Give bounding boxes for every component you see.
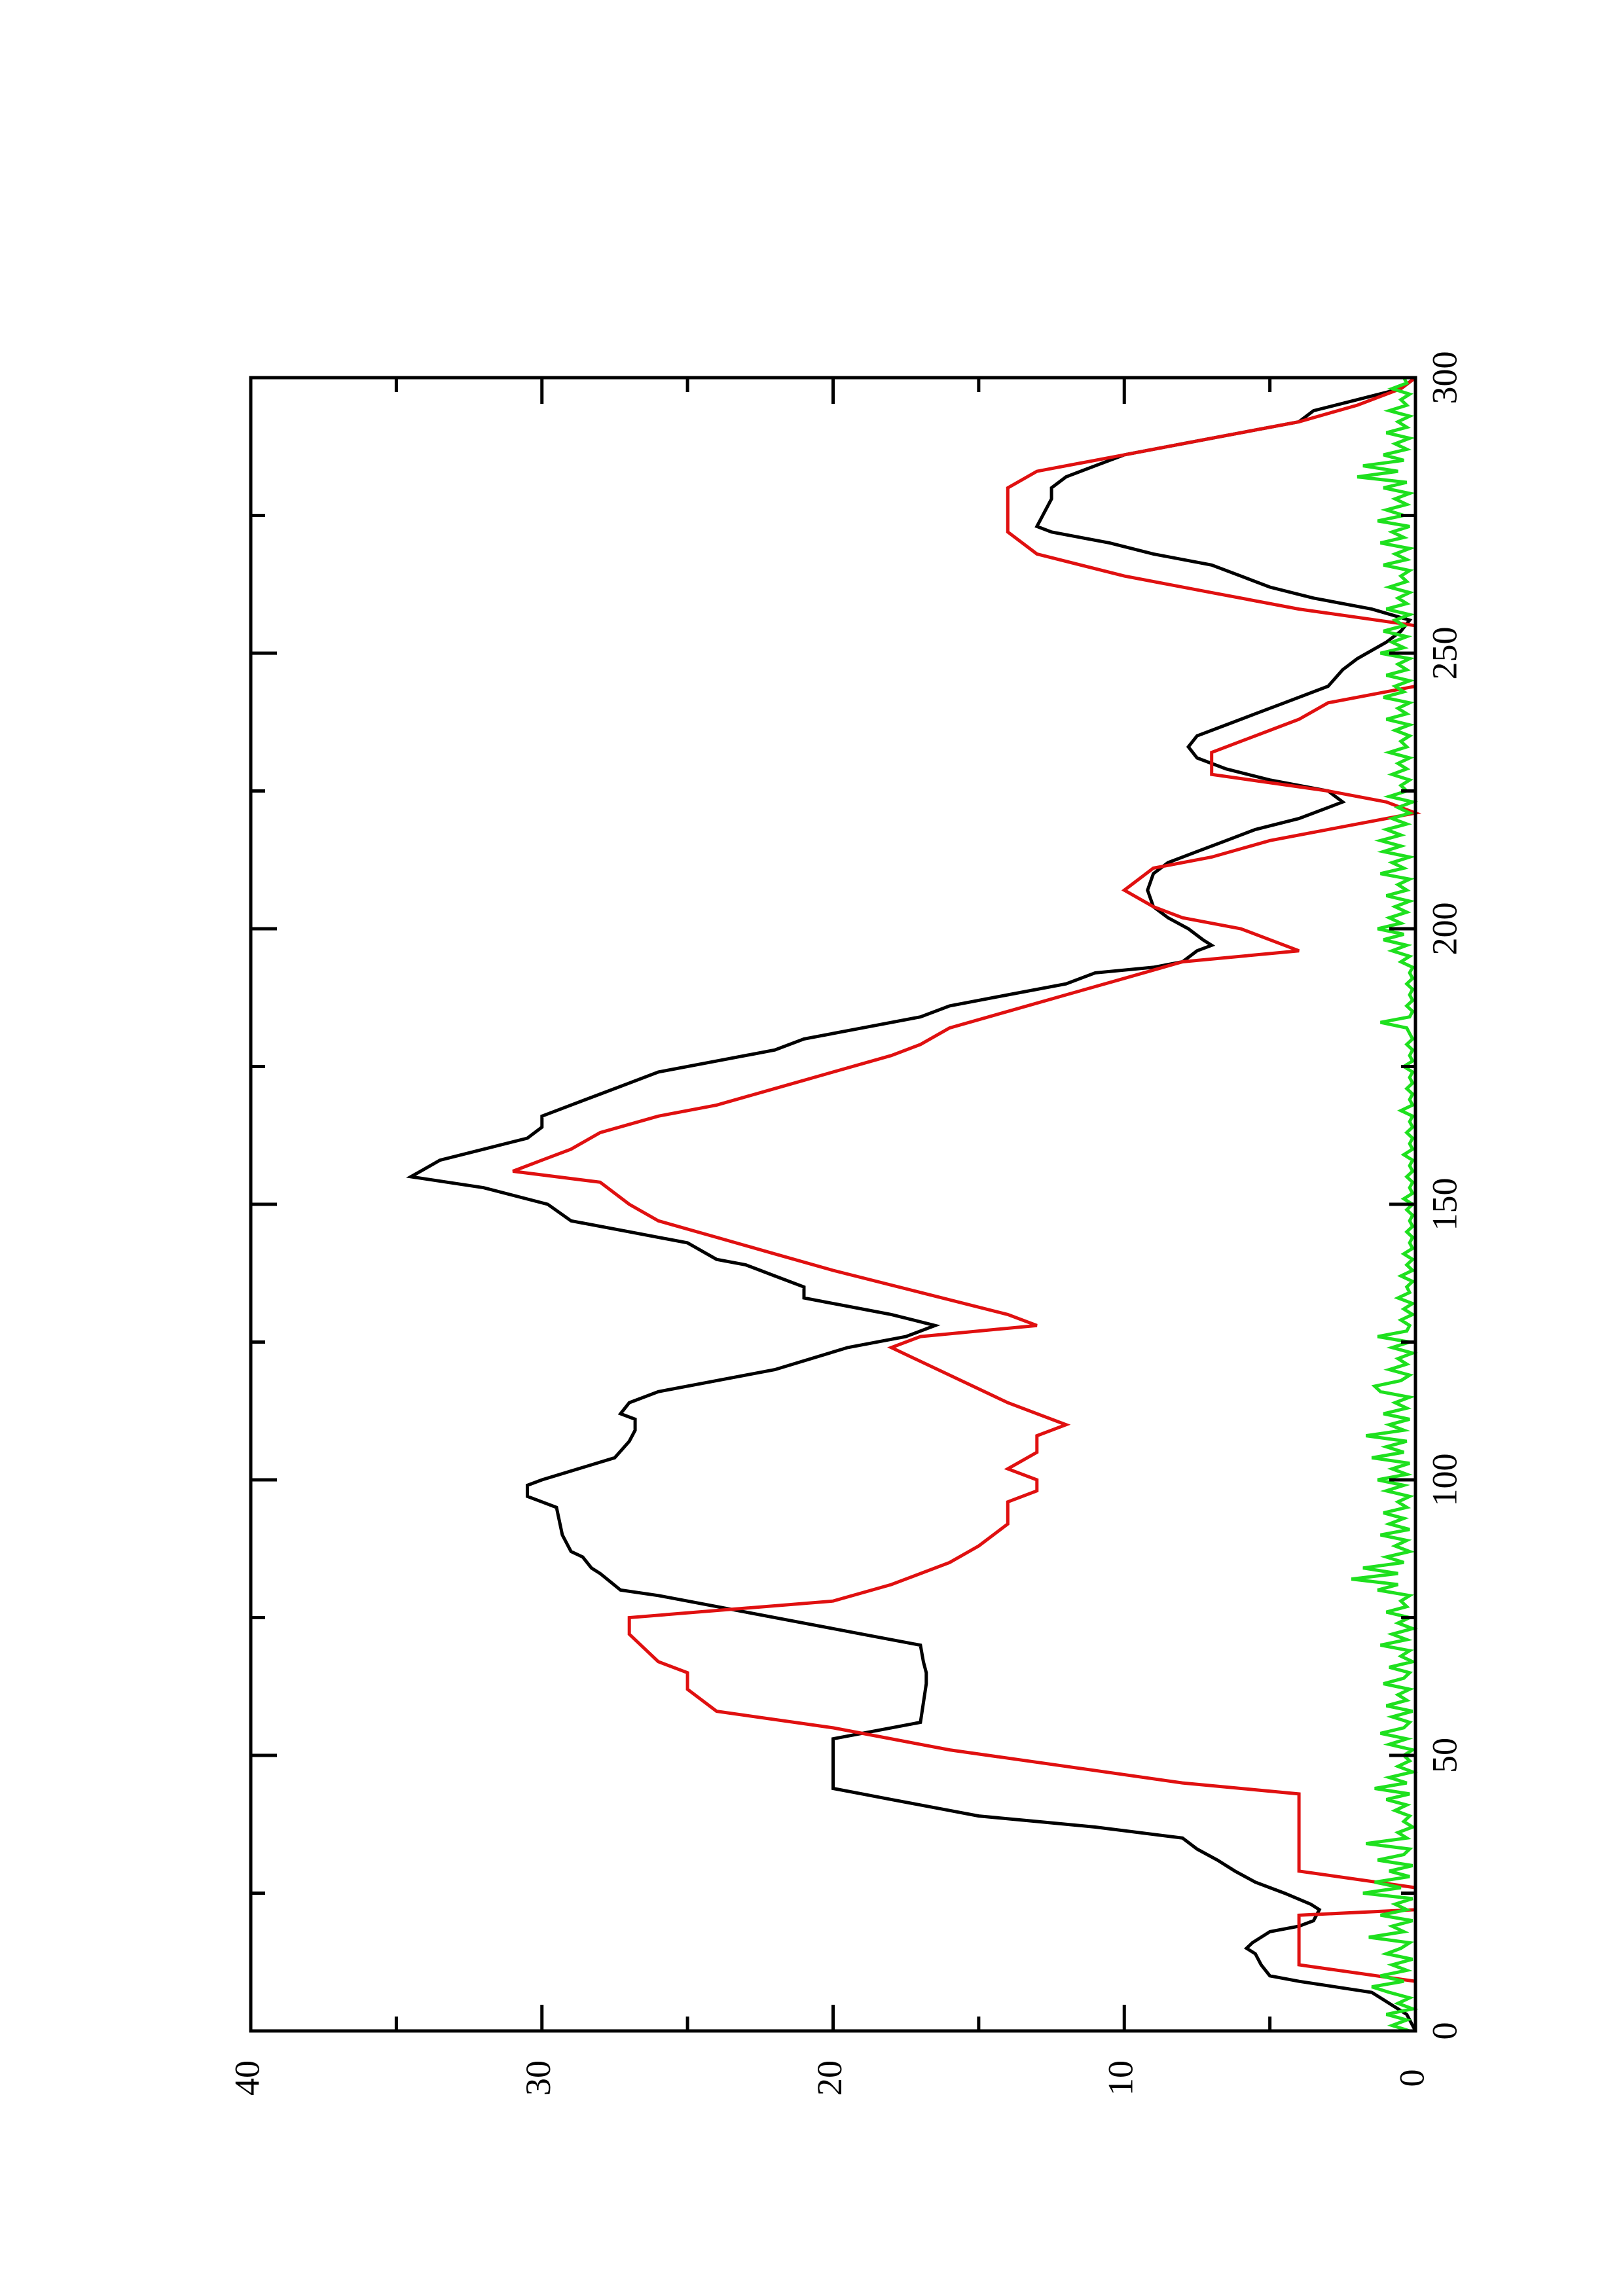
y-tick-label: 20 bbox=[810, 2060, 849, 2096]
y-tick-label: 40 bbox=[227, 2060, 266, 2096]
tick-layer bbox=[249, 376, 1417, 2033]
x-tick-label: 250 bbox=[1425, 627, 1464, 680]
x-tick-label: 100 bbox=[1425, 1454, 1464, 1507]
label-layer: 0 50 100 150 200 250 300 0 10 20 30 40 bbox=[227, 351, 1464, 2096]
series-line-2 bbox=[512, 376, 1422, 2031]
x-tick-label: 0 bbox=[1425, 2022, 1464, 2040]
x-tick-label: 50 bbox=[1425, 1738, 1464, 1773]
y-tick-label: 10 bbox=[1101, 2060, 1140, 2096]
y-tick-label: 0 bbox=[1392, 2070, 1431, 2087]
y-tick-label: 30 bbox=[519, 2060, 558, 2096]
x-tick-label: 200 bbox=[1425, 903, 1464, 956]
x-tick-label: 300 bbox=[1425, 351, 1464, 404]
series-line-1 bbox=[406, 376, 1417, 2032]
x-tick-label: 150 bbox=[1425, 1178, 1464, 1231]
